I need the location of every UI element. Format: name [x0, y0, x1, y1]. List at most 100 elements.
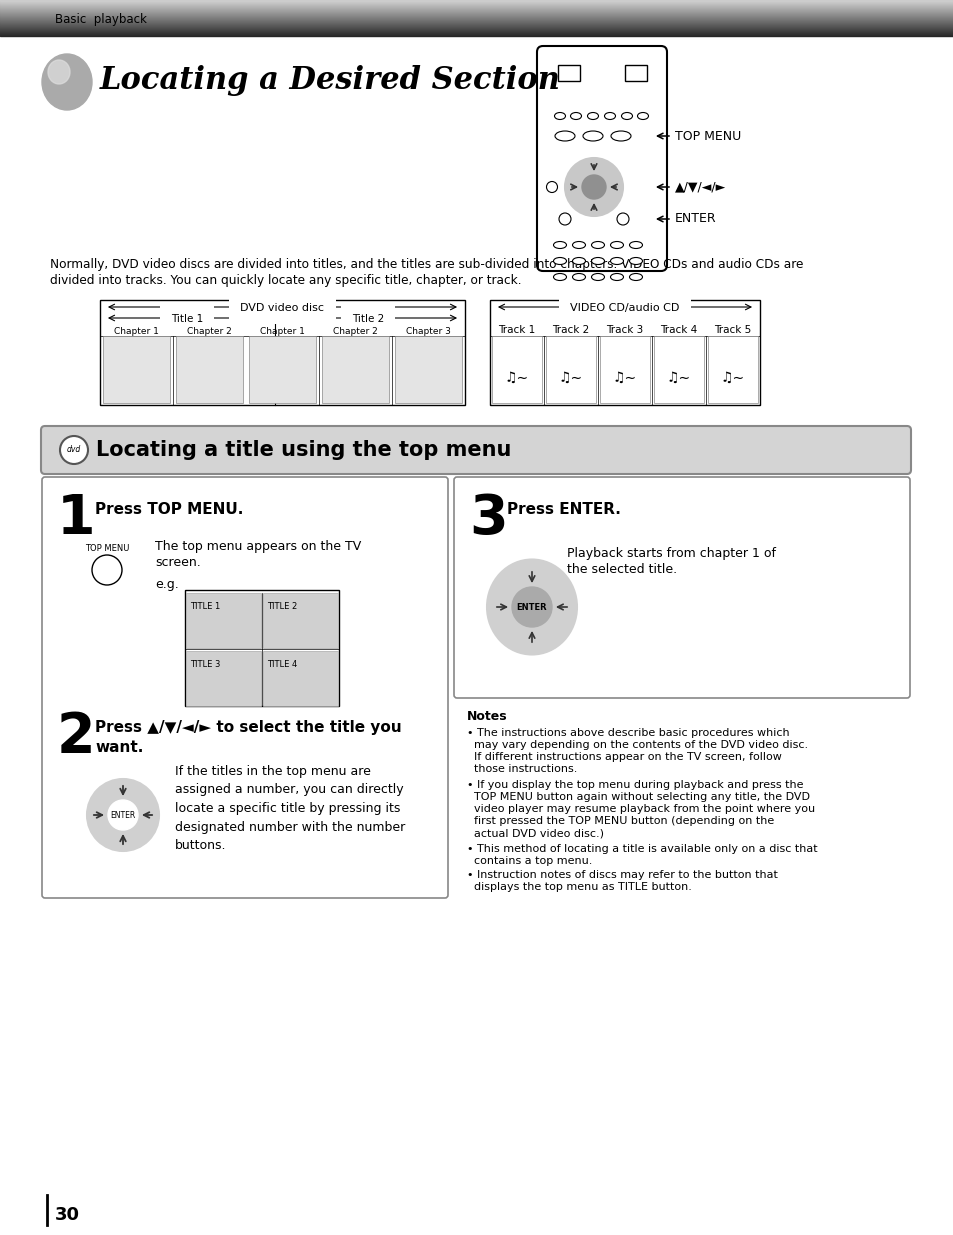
- Circle shape: [108, 800, 138, 830]
- Text: ENTER: ENTER: [517, 603, 547, 611]
- Circle shape: [60, 436, 88, 464]
- Bar: [707, 336, 758, 403]
- Text: ENTER: ENTER: [111, 810, 135, 820]
- Text: The top menu appears on the TV: The top menu appears on the TV: [154, 540, 361, 553]
- Text: displays the top menu as TITLE button.: displays the top menu as TITLE button.: [467, 882, 691, 892]
- Text: TITLE 3: TITLE 3: [190, 659, 220, 669]
- Text: actual DVD video disc.): actual DVD video disc.): [467, 827, 603, 839]
- Bar: [545, 336, 596, 403]
- Text: the selected title.: the selected title.: [566, 563, 677, 576]
- FancyBboxPatch shape: [537, 46, 666, 270]
- Ellipse shape: [572, 242, 585, 248]
- Text: e.g.: e.g.: [154, 578, 178, 592]
- Text: may vary depending on the contents of the DVD video disc.: may vary depending on the contents of th…: [467, 740, 807, 750]
- Bar: [492, 336, 541, 403]
- Text: Chapter 1: Chapter 1: [260, 327, 305, 336]
- Text: 30: 30: [55, 1207, 80, 1224]
- Ellipse shape: [620, 112, 632, 120]
- Text: dvd: dvd: [67, 446, 81, 454]
- Ellipse shape: [553, 242, 566, 248]
- Text: first pressed the TOP MENU button (depending on the: first pressed the TOP MENU button (depen…: [467, 816, 774, 826]
- Text: Press TOP MENU.: Press TOP MENU.: [95, 501, 243, 517]
- Text: divided into tracks. You can quickly locate any specific title, chapter, or trac: divided into tracks. You can quickly loc…: [50, 274, 521, 287]
- Text: TOP MENU: TOP MENU: [85, 543, 129, 553]
- Ellipse shape: [610, 242, 623, 248]
- Ellipse shape: [617, 212, 628, 225]
- Text: Track 5: Track 5: [714, 325, 751, 335]
- Text: DVD video disc: DVD video disc: [240, 303, 324, 312]
- Text: TITLE 4: TITLE 4: [267, 659, 297, 669]
- Ellipse shape: [629, 258, 641, 264]
- Text: • If you display the top menu during playback and press the: • If you display the top menu during pla…: [467, 781, 802, 790]
- Bar: [186, 651, 261, 706]
- Text: Track 4: Track 4: [659, 325, 697, 335]
- Text: Locating a title using the top menu: Locating a title using the top menu: [96, 440, 511, 459]
- Bar: [558, 65, 579, 82]
- Ellipse shape: [48, 61, 70, 84]
- Ellipse shape: [582, 131, 602, 141]
- Bar: [490, 300, 760, 405]
- Text: • This method of locating a title is available only on a disc that: • This method of locating a title is ava…: [467, 844, 817, 853]
- Text: ♫∼: ♫∼: [666, 370, 690, 385]
- Text: If different instructions appear on the TV screen, follow: If different instructions appear on the …: [467, 752, 781, 762]
- Text: Press ENTER.: Press ENTER.: [506, 501, 620, 517]
- Text: TITLE 1: TITLE 1: [190, 601, 220, 611]
- Text: TITLE 2: TITLE 2: [267, 601, 297, 611]
- Text: • The instructions above describe basic procedures which: • The instructions above describe basic …: [467, 727, 789, 739]
- Bar: [654, 336, 703, 403]
- Bar: [100, 300, 464, 405]
- Bar: [263, 651, 337, 706]
- Ellipse shape: [610, 273, 623, 280]
- Ellipse shape: [555, 131, 575, 141]
- FancyBboxPatch shape: [42, 477, 448, 898]
- Bar: [599, 336, 649, 403]
- Text: VIDEO CD/audio CD: VIDEO CD/audio CD: [570, 303, 679, 312]
- Text: ♫∼: ♫∼: [720, 370, 744, 385]
- Bar: [103, 336, 170, 403]
- Text: Track 2: Track 2: [552, 325, 589, 335]
- Text: Title 2: Title 2: [352, 314, 384, 324]
- Ellipse shape: [486, 559, 577, 655]
- Ellipse shape: [572, 273, 585, 280]
- Bar: [175, 336, 243, 403]
- Ellipse shape: [42, 54, 91, 110]
- Ellipse shape: [558, 212, 571, 225]
- Text: Press ▲/▼/◄/► to select the title you: Press ▲/▼/◄/► to select the title you: [95, 720, 401, 735]
- Circle shape: [581, 175, 605, 199]
- Circle shape: [564, 158, 622, 216]
- Text: TOP MENU button again without selecting any title, the DVD: TOP MENU button again without selecting …: [467, 792, 809, 802]
- Text: Chapter 3: Chapter 3: [406, 327, 451, 336]
- Bar: [249, 336, 315, 403]
- Text: Chapter 2: Chapter 2: [187, 327, 232, 336]
- Text: ♫∼: ♫∼: [612, 370, 637, 385]
- Text: Basic  playback: Basic playback: [55, 14, 147, 26]
- Text: those instructions.: those instructions.: [467, 764, 577, 774]
- Ellipse shape: [604, 112, 615, 120]
- Ellipse shape: [572, 258, 585, 264]
- Text: video player may resume playback from the point where you: video player may resume playback from th…: [467, 804, 814, 814]
- Ellipse shape: [553, 273, 566, 280]
- Ellipse shape: [629, 273, 641, 280]
- Text: ▲/▼/◄/►: ▲/▼/◄/►: [675, 180, 725, 194]
- Bar: [185, 590, 338, 706]
- Text: TOP MENU: TOP MENU: [675, 130, 740, 142]
- FancyBboxPatch shape: [454, 477, 909, 698]
- Text: want.: want.: [95, 740, 143, 755]
- Circle shape: [512, 587, 552, 627]
- Text: ENTER: ENTER: [675, 212, 716, 226]
- Bar: [186, 593, 261, 648]
- Text: Normally, DVD video discs are divided into titles, and the titles are sub-divide: Normally, DVD video discs are divided in…: [50, 258, 802, 270]
- Ellipse shape: [591, 258, 604, 264]
- Ellipse shape: [587, 112, 598, 120]
- Circle shape: [546, 182, 557, 193]
- Ellipse shape: [629, 242, 641, 248]
- Text: 3: 3: [469, 492, 507, 546]
- Ellipse shape: [570, 112, 581, 120]
- Ellipse shape: [637, 112, 648, 120]
- Text: Track 1: Track 1: [497, 325, 535, 335]
- Text: Chapter 1: Chapter 1: [114, 327, 159, 336]
- Ellipse shape: [591, 273, 604, 280]
- Text: If the titles in the top menu are
assigned a number, you can directly
locate a s: If the titles in the top menu are assign…: [174, 764, 405, 852]
- Text: Chapter 2: Chapter 2: [333, 327, 377, 336]
- Text: 2: 2: [57, 710, 95, 764]
